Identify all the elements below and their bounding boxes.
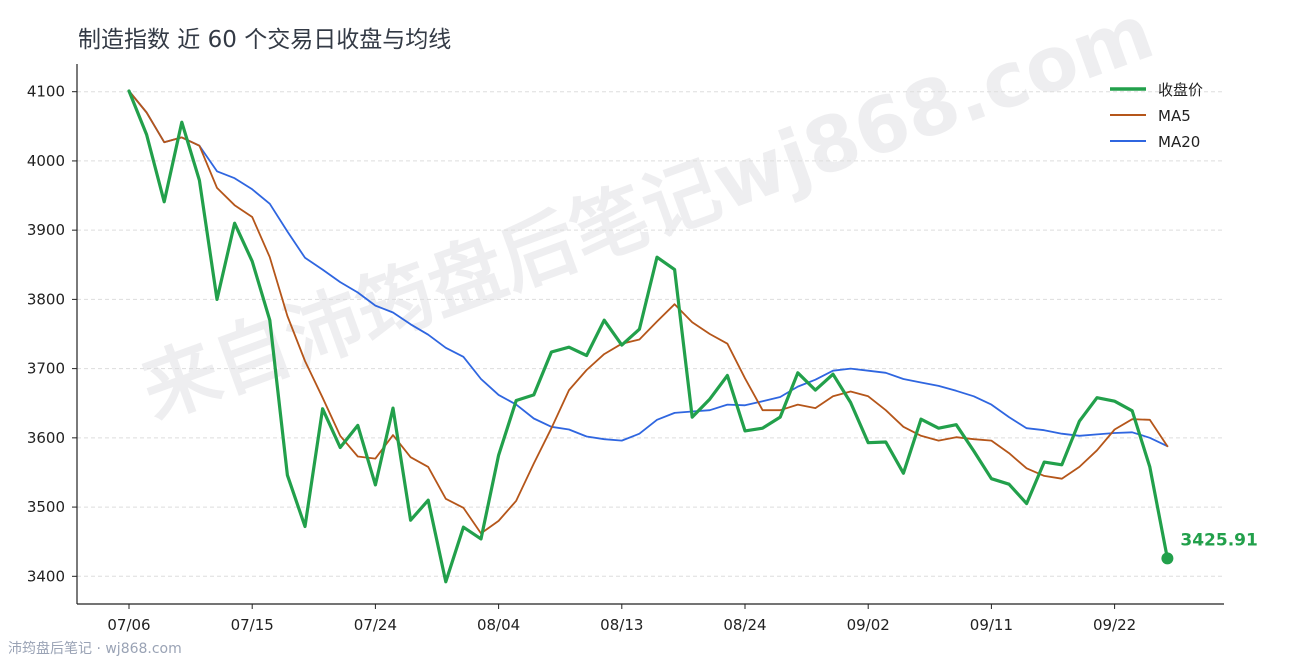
x-tick-label: 08/13 [600, 616, 643, 634]
y-tick-label: 3900 [27, 221, 65, 239]
series-lines: 3425.91 [127, 89, 1258, 584]
y-tick-label: 4100 [27, 83, 65, 101]
legend-label: MA20 [1158, 133, 1200, 151]
footer-credit: 沛筠盘后笔记 · wj868.com [8, 641, 182, 657]
series-line-ma5 [128, 90, 1169, 535]
x-tick-label: 07/24 [354, 616, 397, 634]
y-tick-label: 3500 [27, 498, 65, 516]
chart-title: 制造指数 近 60 个交易日收盘与均线 [78, 27, 452, 53]
grid-lines [77, 91, 1224, 577]
last-close-point [1161, 552, 1174, 565]
y-tick-label: 3800 [27, 290, 65, 308]
x-tick-label: 08/04 [477, 616, 520, 634]
series-line-close [127, 89, 1170, 584]
y-tick-label: 3700 [27, 360, 65, 378]
y-tick-label: 4000 [27, 152, 65, 170]
legend-label: 收盘价 [1158, 81, 1203, 99]
x-tick-label: 08/24 [723, 616, 766, 634]
axes: 3400 3500 3600 3700 3800 3900 4000 4100 07/06 07/… [27, 64, 1224, 634]
x-tick-label: 09/22 [1093, 616, 1136, 634]
series-line-ma20 [128, 90, 1169, 448]
y-tick-label: 3600 [27, 429, 65, 447]
legend: 收盘价 MA5 MA20 [1110, 81, 1203, 151]
x-tick-label: 07/15 [231, 616, 274, 634]
last-close-label: 3425.91 [1180, 530, 1257, 550]
x-tick-label: 09/11 [970, 616, 1013, 634]
legend-label: MA5 [1158, 107, 1191, 125]
x-tick-label: 09/02 [847, 616, 890, 634]
x-tick-label: 07/06 [107, 616, 150, 634]
y-tick-label: 3400 [27, 567, 65, 585]
